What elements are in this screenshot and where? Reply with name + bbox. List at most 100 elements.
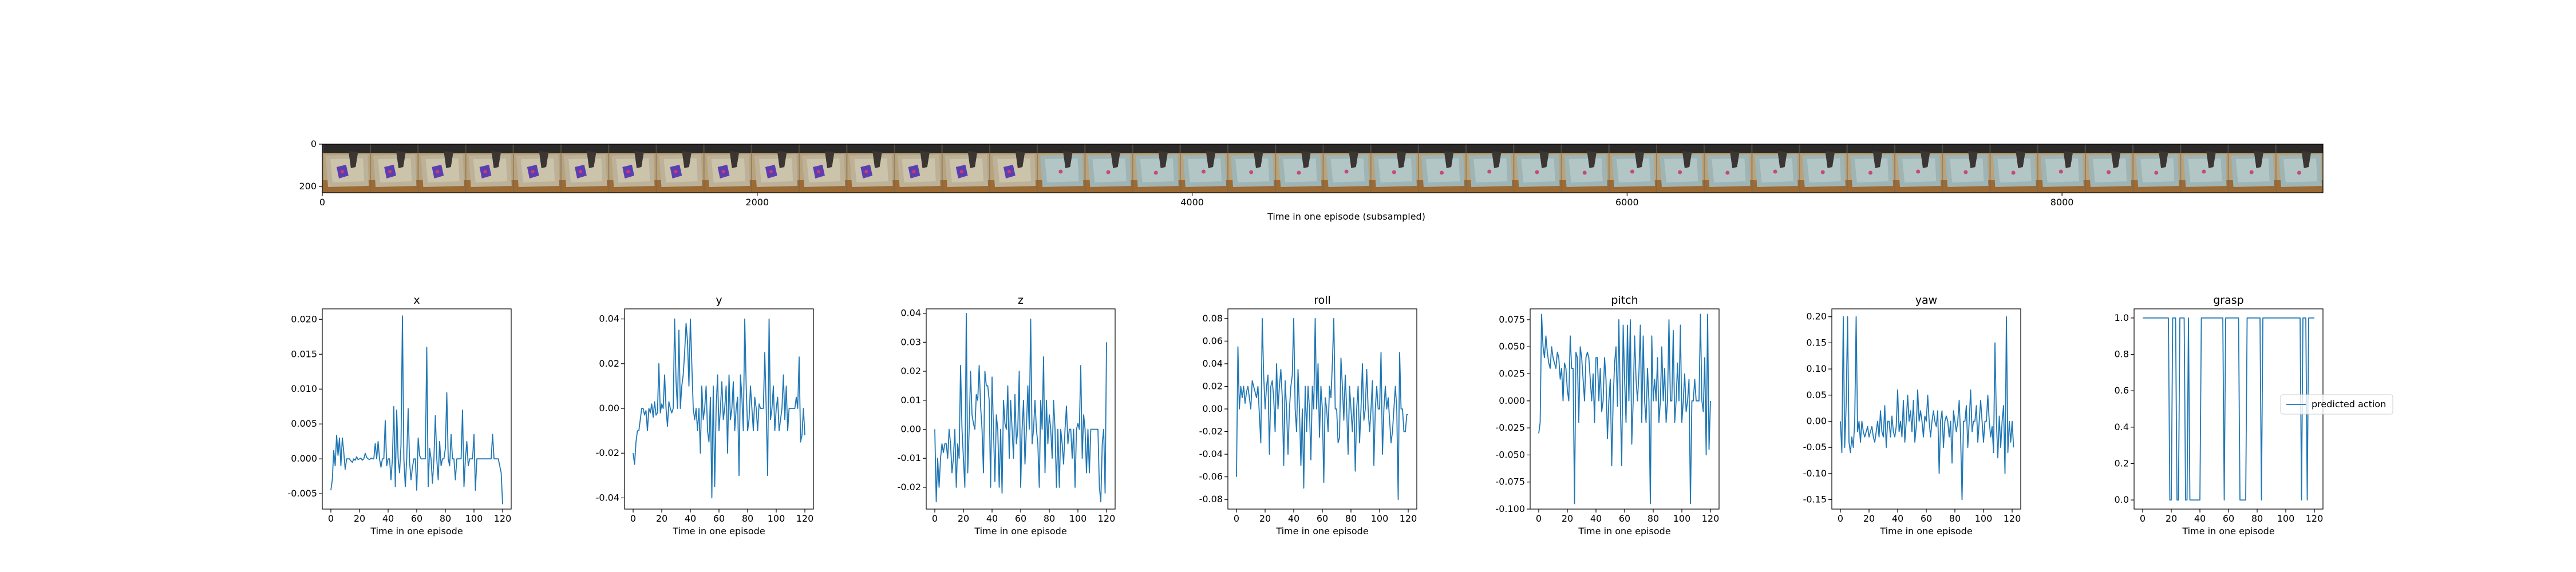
filmstrip-frame [417, 144, 466, 193]
legend: predicted action [2280, 394, 2393, 415]
xtick: 40 [685, 509, 696, 524]
filmstrip-xtick-label: 4000 [1180, 197, 1204, 208]
filmstrip-frame [894, 144, 942, 193]
ytick-label: 0.0 [2115, 494, 2129, 505]
xtick: 40 [1892, 509, 1903, 524]
xtick: 120 [494, 509, 511, 524]
filmstrip-frame-border [322, 144, 2324, 193]
ytick: -0.01 [898, 452, 926, 463]
ytick-label: -0.08 [1199, 494, 1223, 505]
ytick-label: 0.06 [1202, 335, 1223, 346]
xtick: 100 [768, 509, 785, 524]
xtick: 0 [1536, 509, 1542, 524]
ytick-label: 0.00 [599, 403, 619, 414]
xtick-label: 80 [1647, 513, 1659, 524]
ytick: 0.05 [1806, 390, 1832, 400]
xtick-label: 60 [713, 513, 725, 524]
subplot-title: pitch [1611, 294, 1638, 307]
ytick-label: 0.02 [599, 358, 619, 369]
series-line [1538, 313, 1711, 505]
subplot-title: grasp [2213, 294, 2243, 307]
filmstrip-ytick-label: 200 [299, 181, 317, 192]
ytick: 0.20 [1806, 311, 1832, 322]
ytick-label: 0.15 [1806, 337, 1827, 348]
filmstrip-xtick: 8000 [2050, 193, 2073, 208]
ytick-label: -0.05 [1803, 442, 1827, 452]
filmstrip-frame [2275, 144, 2323, 193]
ytick-label: 0.020 [291, 313, 317, 324]
xtick: 120 [1702, 509, 1719, 524]
filmstrip-frame [1656, 144, 1704, 193]
filmstrip-frame [1989, 144, 2038, 193]
xtick: 20 [1259, 509, 1271, 524]
ytick: 0.020 [291, 313, 322, 324]
ytick: -0.04 [1199, 448, 1228, 459]
ytick-label: -0.01 [898, 452, 921, 463]
subplot-roll: 0 20 40 60 80 100 120 -0.08 -0.06 -0.04 -0.02 0.00 0… [1199, 294, 1417, 537]
xtick-label: 100 [1069, 513, 1087, 524]
ytick-label: 0.6 [2115, 385, 2129, 396]
filmstrip-frame [1275, 144, 1323, 193]
filmstrip-frame [1179, 144, 1228, 193]
ytick: 0.00 [599, 403, 625, 414]
xtick: 100 [1069, 509, 1087, 524]
ytick: 0.04 [1202, 358, 1228, 369]
filmstrip-frame [1799, 144, 1847, 193]
xtick: 80 [2251, 509, 2263, 524]
filmstrip-xtick: 2000 [745, 193, 769, 208]
ytick: 0.15 [1806, 337, 1832, 348]
xtick: 40 [382, 509, 394, 524]
subplot-title: z [1018, 294, 1024, 307]
subplot-xlabel: Time in one episode [1275, 526, 1368, 537]
filmstrip-frame [2132, 144, 2180, 193]
subplot-title: y [716, 294, 722, 307]
ytick: 0.0 [2115, 494, 2134, 505]
xtick: 80 [1044, 509, 1055, 524]
ytick-label: 0.04 [599, 313, 619, 324]
ytick-label: 1.0 [2115, 312, 2129, 323]
ytick: 0.000 [291, 453, 322, 464]
ytick-label: 0.00 [1202, 403, 1223, 414]
filmstrip-frame [1227, 144, 1275, 193]
subplot-xlabel: Time in one episode [672, 526, 765, 537]
ytick: 1.0 [2115, 312, 2134, 323]
filmstrip-frame [2037, 144, 2085, 193]
series-line [330, 315, 503, 505]
xtick: 100 [2277, 509, 2294, 524]
ytick-label: -0.02 [898, 482, 921, 492]
xtick-label: 0 [1536, 513, 1542, 524]
ytick: 0.06 [1202, 335, 1228, 346]
ytick-label: 0.8 [2115, 349, 2129, 360]
xtick: 100 [1673, 509, 1690, 524]
ytick: 0.01 [900, 395, 926, 406]
ytick: 0.08 [1202, 313, 1228, 324]
xtick: 60 [1619, 509, 1630, 524]
filmstrip-frame [1751, 144, 1800, 193]
ytick-label: -0.02 [596, 447, 619, 458]
xtick-label: 60 [1921, 513, 1932, 524]
ytick: 0.02 [1202, 380, 1228, 391]
xtick-label: 20 [656, 513, 667, 524]
ytick: -0.06 [1199, 471, 1228, 482]
xtick-label: 80 [1044, 513, 1055, 524]
subplot-y: 0 20 40 60 80 100 120 -0.04 -0.02 0.00 0.02 0.04 y Ti… [596, 294, 814, 537]
ytick-label: 0.010 [291, 383, 317, 394]
xtick: 40 [986, 509, 998, 524]
filmstrip-ytick: 0 [311, 138, 322, 149]
xtick-label: 0 [630, 513, 636, 524]
xtick-label: 60 [1317, 513, 1328, 524]
legend-label: predicted action [2312, 399, 2386, 410]
subplots: 0 20 40 60 80 100 120-0.0050.0000.0050.0100.01… [287, 294, 2393, 537]
xtick: 120 [2004, 509, 2021, 524]
xtick: 20 [354, 509, 365, 524]
series-line [1236, 317, 1408, 500]
ytick: -0.02 [596, 447, 625, 458]
xtick: 80 [742, 509, 753, 524]
ytick-label: 0.08 [1202, 313, 1223, 324]
subplot-xlabel: Time in one episode [2182, 526, 2274, 537]
ytick: 0.6 [2115, 385, 2134, 396]
filmstrip-frame [1942, 144, 1990, 193]
series-line [633, 318, 805, 499]
